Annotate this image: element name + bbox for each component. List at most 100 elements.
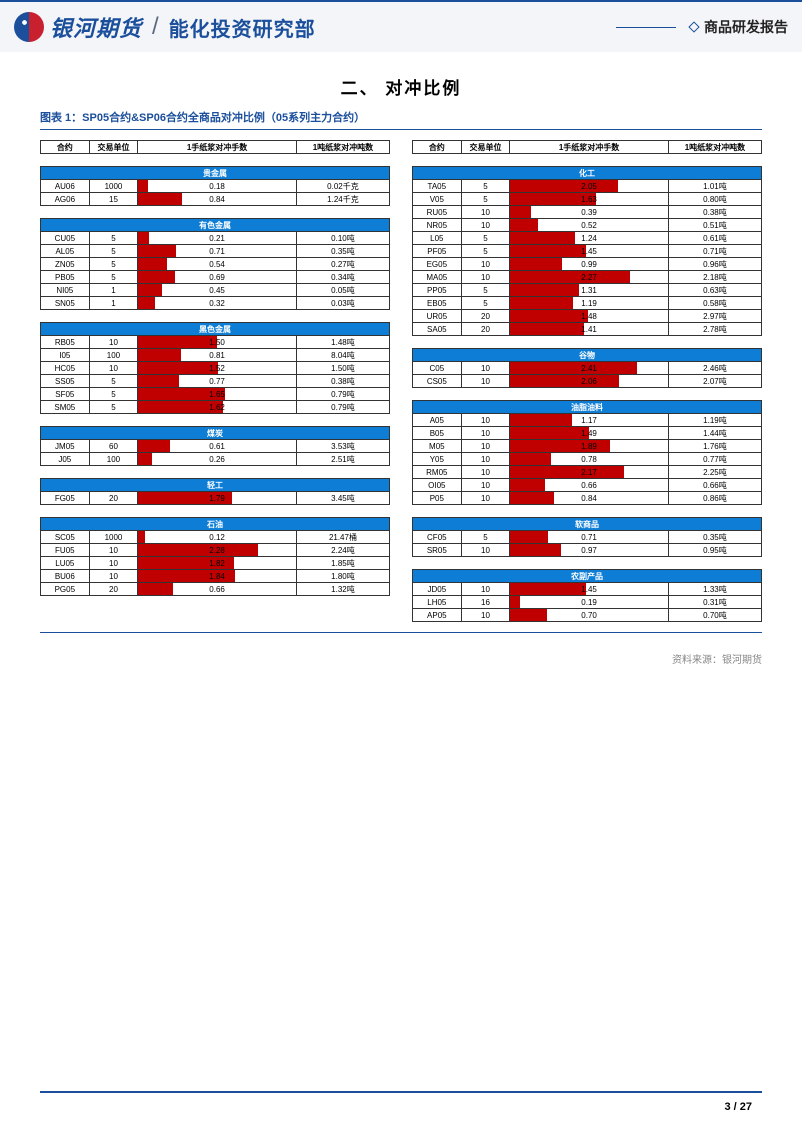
group-header: 轻工 <box>41 479 390 492</box>
department-name: 能化投资研究部 <box>169 13 316 42</box>
group-header: 软商品 <box>413 518 762 531</box>
cell-tons: 2.51吨 <box>296 453 389 466</box>
cell-lots: 2.27 <box>510 271 669 284</box>
data-row: Y05100.780.77吨 <box>413 453 762 466</box>
cell-code: RU05 <box>413 206 462 219</box>
cell-code: J05 <box>41 453 90 466</box>
cell-tons: 21.47桶 <box>296 531 389 544</box>
data-row: UR05201.482.97吨 <box>413 310 762 323</box>
data-row: SC0510000.1221.47桶 <box>41 531 390 544</box>
cell-tons: 2.24吨 <box>296 544 389 557</box>
group-header: 谷物 <box>413 349 762 362</box>
col-unit: 交易单位 <box>461 141 510 154</box>
section-title: 二、 对冲比例 <box>0 74 802 99</box>
cell-code: AG06 <box>41 193 90 206</box>
cell-code: CU05 <box>41 232 90 245</box>
cell-code: NI05 <box>41 284 90 297</box>
cell-unit: 5 <box>89 271 138 284</box>
cell-unit: 20 <box>461 323 510 336</box>
cell-code: NR05 <box>413 219 462 232</box>
cell-lots: 0.97 <box>510 544 669 557</box>
divider-line <box>40 129 762 130</box>
content-area: 合约交易单位1手纸浆对冲手数1吨纸浆对冲吨数贵金属AU0610000.180.0… <box>0 140 802 622</box>
data-row: SN0510.320.03吨 <box>41 297 390 310</box>
cell-lots: 0.61 <box>138 440 297 453</box>
cell-lots: 0.81 <box>138 349 297 362</box>
cell-lots: 0.77 <box>138 375 297 388</box>
cell-unit: 10 <box>89 570 138 583</box>
cell-tons: 0.79吨 <box>296 388 389 401</box>
cell-lots: 0.71 <box>510 531 669 544</box>
cell-tons: 0.51吨 <box>668 219 761 232</box>
cell-unit: 100 <box>89 349 138 362</box>
page-number: 3 / 27 <box>724 1101 752 1113</box>
figure-caption: 图表 1：SP05合约&SP06合约全商品对冲比例（05系列主力合约） <box>0 109 802 125</box>
cell-lots: 1.65 <box>138 388 297 401</box>
cell-tons: 0.96吨 <box>668 258 761 271</box>
page-sep: / <box>731 1101 740 1113</box>
cell-lots: 2.41 <box>510 362 669 375</box>
cell-unit: 10 <box>461 258 510 271</box>
cell-lots: 1.45 <box>510 583 669 596</box>
col-tons: 1吨纸浆对冲吨数 <box>668 141 761 154</box>
cell-code: B05 <box>413 427 462 440</box>
cell-lots: 0.71 <box>138 245 297 258</box>
cell-unit: 10 <box>461 206 510 219</box>
data-row: C05102.412.46吨 <box>413 362 762 375</box>
cell-code: P05 <box>413 492 462 505</box>
cell-lots: 0.54 <box>138 258 297 271</box>
data-row: CU0550.210.10吨 <box>41 232 390 245</box>
cell-tons: 0.27吨 <box>296 258 389 271</box>
data-row: CS05102.062.07吨 <box>413 375 762 388</box>
cell-lots: 0.66 <box>138 583 297 596</box>
cell-lots: 2.05 <box>510 180 669 193</box>
cell-unit: 5 <box>461 531 510 544</box>
cell-unit: 5 <box>89 375 138 388</box>
cell-tons: 0.38吨 <box>668 206 761 219</box>
cell-code: FU05 <box>41 544 90 557</box>
cell-tons: 8.04吨 <box>296 349 389 362</box>
cell-lots: 1.17 <box>510 414 669 427</box>
header-right: 商品研发报告 <box>616 17 788 37</box>
data-row: RB05101.501.48吨 <box>41 336 390 349</box>
cell-tons: 0.61吨 <box>668 232 761 245</box>
cell-code: SC05 <box>41 531 90 544</box>
data-row: SA05201.412.78吨 <box>413 323 762 336</box>
cell-unit: 1 <box>89 284 138 297</box>
cell-unit: 15 <box>89 193 138 206</box>
cell-tons: 0.80吨 <box>668 193 761 206</box>
cell-code: RB05 <box>41 336 90 349</box>
data-row: HC05101.521.50吨 <box>41 362 390 375</box>
cell-unit: 20 <box>89 583 138 596</box>
cell-code: PF05 <box>413 245 462 258</box>
cell-unit: 5 <box>461 284 510 297</box>
cell-code: SF05 <box>41 388 90 401</box>
data-row: BU06101.841.80吨 <box>41 570 390 583</box>
data-row: I051000.818.04吨 <box>41 349 390 362</box>
cell-lots: 1.84 <box>138 570 297 583</box>
cell-lots: 1.50 <box>138 336 297 349</box>
data-row: EG05100.990.96吨 <box>413 258 762 271</box>
cell-tons: 0.79吨 <box>296 401 389 414</box>
cell-code: FG05 <box>41 492 90 505</box>
right-column: 合约交易单位1手纸浆对冲手数1吨纸浆对冲吨数化工TA0552.051.01吨V0… <box>412 140 762 622</box>
cell-unit: 10 <box>461 492 510 505</box>
data-row: PP0551.310.63吨 <box>413 284 762 297</box>
cell-lots: 2.17 <box>510 466 669 479</box>
cell-unit: 10 <box>461 362 510 375</box>
cell-tons: 0.34吨 <box>296 271 389 284</box>
cell-code: L05 <box>413 232 462 245</box>
cell-lots: 0.32 <box>138 297 297 310</box>
cell-tons: 0.86吨 <box>668 492 761 505</box>
cell-unit: 10 <box>461 479 510 492</box>
cell-lots: 0.84 <box>510 492 669 505</box>
data-row: LU05101.821.85吨 <box>41 557 390 570</box>
cell-unit: 100 <box>89 453 138 466</box>
footer-line <box>40 1091 762 1093</box>
cell-lots: 1.49 <box>510 427 669 440</box>
cell-lots: 2.06 <box>510 375 669 388</box>
cell-code: TA05 <box>413 180 462 193</box>
cell-unit: 1 <box>89 297 138 310</box>
cell-code: PB05 <box>41 271 90 284</box>
cell-tons: 2.78吨 <box>668 323 761 336</box>
